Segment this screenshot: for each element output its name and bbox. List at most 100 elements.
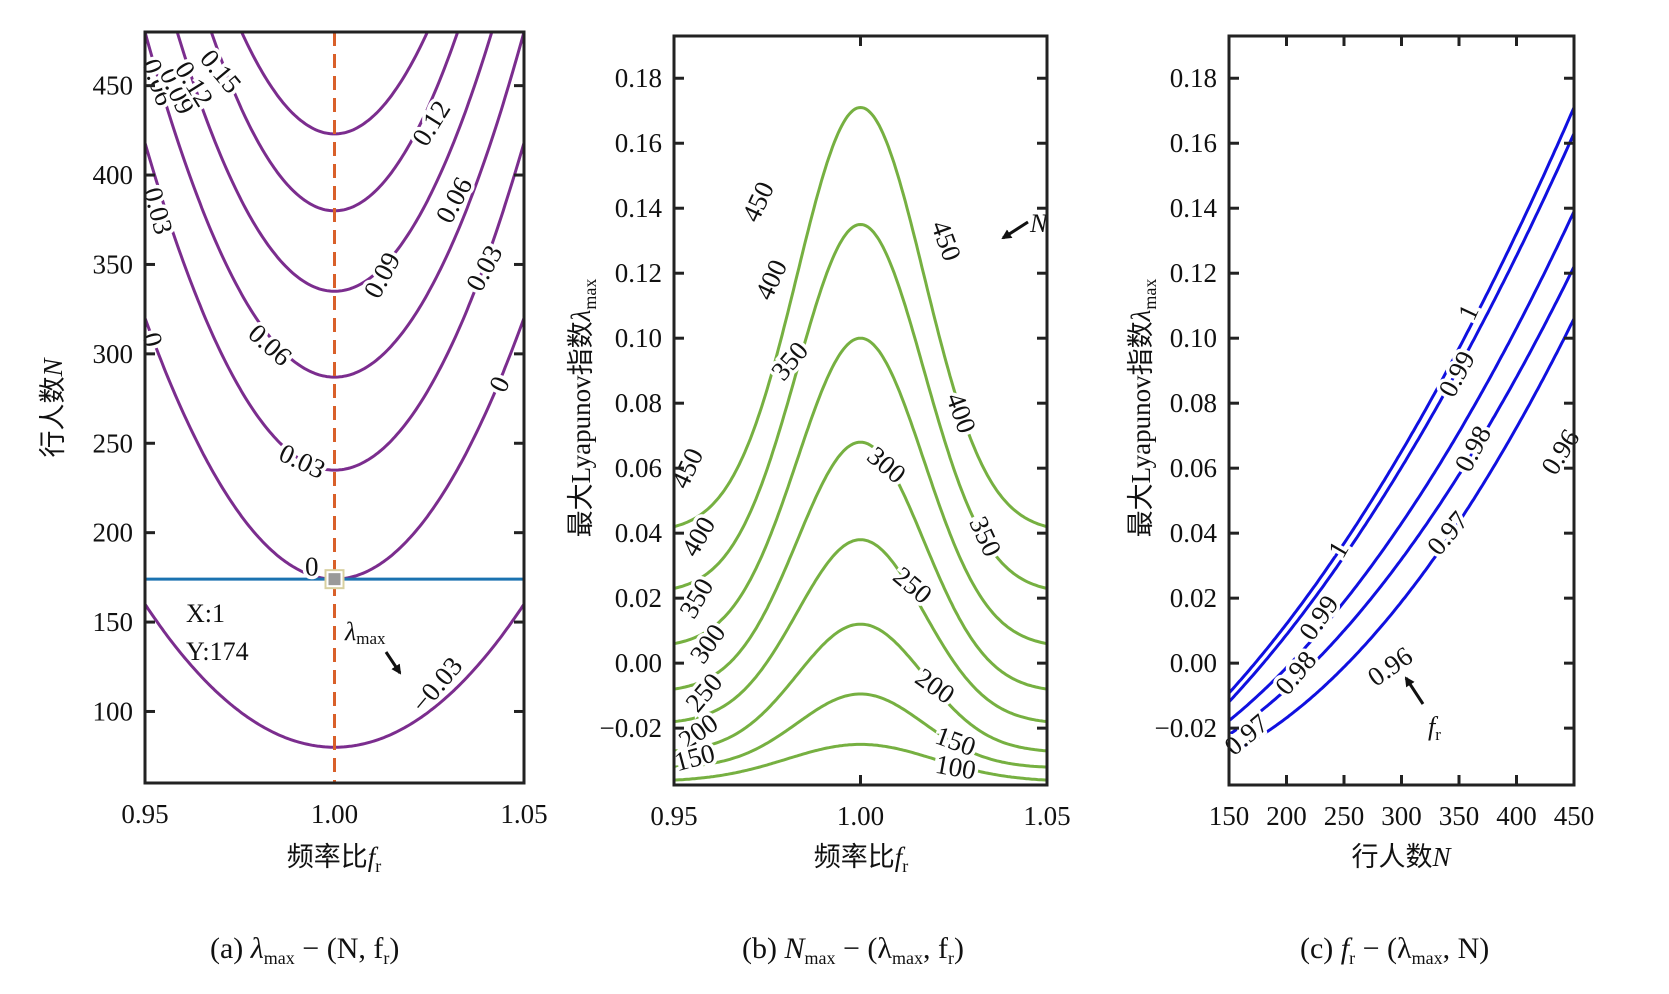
contour-line-0.09 [175, 32, 494, 293]
contour-label: 0.03 [275, 438, 331, 485]
contour-label: 0 [136, 329, 168, 350]
y-tick-label: −0.02 [600, 713, 662, 743]
x-tick-label: 350 [1439, 801, 1480, 831]
y-tick-label: 400 [93, 160, 134, 190]
y-tick-label: 150 [93, 607, 134, 637]
x-axis-label: 行人数N [1351, 842, 1452, 872]
y-tick-label: 0.18 [615, 63, 662, 93]
x-axis-label: 频率比fr [814, 842, 909, 876]
contour-line-0.99 [1229, 132, 1574, 703]
x-tick-label: 0.95 [121, 799, 168, 829]
y-tick-label: 0.14 [615, 193, 663, 223]
lambda-annotation: λmax [344, 617, 386, 648]
arrow-icon [1001, 220, 1029, 240]
contour-label: 450 [665, 443, 709, 492]
y-tick-label: −0.02 [1155, 713, 1217, 743]
contour-line-100 [674, 742, 1047, 782]
y-tick-label: 0.10 [1170, 323, 1217, 353]
y-tick-label: 0.04 [1170, 518, 1218, 548]
contour-line-400 [674, 222, 1047, 590]
datatip-x-label: X:1 [186, 599, 225, 628]
contour-line-0.96 [1229, 318, 1574, 756]
y-tick-label: 0.16 [615, 128, 662, 158]
contour-label: 350 [963, 512, 1007, 561]
caption-b: (b) Nmax − (λmax, fr) [742, 932, 964, 968]
contour-label: 0.97 [1219, 708, 1274, 761]
y-tick-label: 0.08 [615, 388, 662, 418]
datatip-marker[interactable] [328, 573, 341, 586]
n-annotation: N [1029, 209, 1049, 238]
panel-b: 4504003504504003003502502001501004504003… [566, 34, 1071, 876]
x-tick-label: 0.95 [650, 801, 697, 831]
y-tick-label: 0.04 [615, 518, 663, 548]
x-tick-label: 1.05 [500, 799, 547, 829]
x-tick-label: 150 [1209, 801, 1250, 831]
caption-c: (c) fr − (λmax, N) [1300, 932, 1489, 968]
y-tick-label: 100 [93, 696, 134, 726]
x-tick-label: 400 [1496, 801, 1537, 831]
contour-label: 0.98 [1448, 421, 1497, 477]
y-tick-label: 0.12 [615, 258, 662, 288]
contour-label: 350 [765, 336, 814, 386]
contour-label: 0.12 [406, 95, 456, 151]
y-tick-label: 0.12 [1170, 258, 1217, 288]
y-tick-label: 0.14 [1170, 193, 1218, 223]
contour-label: 0 [483, 372, 516, 397]
contour-label: 300 [684, 618, 732, 668]
contour-line-1 [1229, 106, 1574, 695]
contour-lines [674, 105, 1047, 782]
x-tick-label: 1.00 [311, 799, 358, 829]
x-tick-label: 1.05 [1023, 801, 1070, 831]
contour-lines [1229, 106, 1574, 756]
x-tick-label: 1.00 [837, 801, 884, 831]
contour-line-300 [674, 440, 1047, 691]
plot-frame [143, 30, 526, 785]
y-tick-label: 450 [93, 71, 134, 101]
contour-label: 450 [925, 217, 967, 265]
y-tick-label: 200 [93, 518, 134, 548]
contour-label: 0.03 [460, 240, 509, 296]
y-tick-label: 0.06 [615, 453, 662, 483]
x-tick-label: 200 [1266, 801, 1307, 831]
y-tick-label: 250 [93, 428, 134, 458]
contour-label: 0.96 [1535, 424, 1585, 480]
arrow-icon [384, 651, 402, 675]
y-tick-label: 0.08 [1170, 388, 1217, 418]
y-axis-label: 最大Lyapunov指数λmax [1126, 279, 1160, 538]
fr-annotation: fr [1428, 712, 1441, 744]
y-tick-label: 0.06 [1170, 453, 1217, 483]
contour-label: 250 [888, 561, 938, 610]
contour-line-0.98 [1229, 210, 1574, 722]
caption-a: (a) λmax − (N, fr) [210, 932, 399, 968]
contour-label: 1 [1322, 536, 1355, 563]
y-tick-label: 0.00 [1170, 648, 1217, 678]
contour-label: 0.97 [1421, 505, 1474, 560]
y-axis-label: 最大Lyapunov指数λmax [566, 279, 600, 538]
contour-line-150 [674, 692, 1047, 769]
contour-label: 400 [940, 389, 982, 437]
y-tick-label: 0.16 [1170, 128, 1217, 158]
contour-label: 400 [675, 511, 721, 561]
contour-line-450 [674, 105, 1047, 529]
y-tick-label: 0.10 [615, 323, 662, 353]
panel-a: 0.060.090.120.150.120.030.090.060.030.06… [38, 30, 548, 876]
plot-frame [672, 34, 1049, 787]
x-tick-label: 300 [1381, 801, 1422, 831]
contour-line-0.06 [145, 32, 524, 379]
contour-label: 0.99 [1432, 346, 1481, 402]
y-axis-label: 行人数N [38, 357, 68, 458]
contour-line-0.97 [1229, 266, 1574, 736]
contour-label: 0 [305, 552, 319, 582]
contour-line-200 [674, 622, 1047, 753]
y-tick-label: 0.00 [615, 648, 662, 678]
contour-label: 300 [861, 440, 911, 489]
contour-label: 0.06 [242, 318, 297, 372]
contour-line-250 [674, 538, 1047, 724]
contour-label: 1 [1452, 300, 1485, 325]
contour-label: 450 [736, 177, 780, 226]
contour-label: 0.98 [1269, 645, 1322, 700]
arrow-icon [1404, 676, 1425, 705]
y-tick-label: 300 [93, 339, 134, 369]
